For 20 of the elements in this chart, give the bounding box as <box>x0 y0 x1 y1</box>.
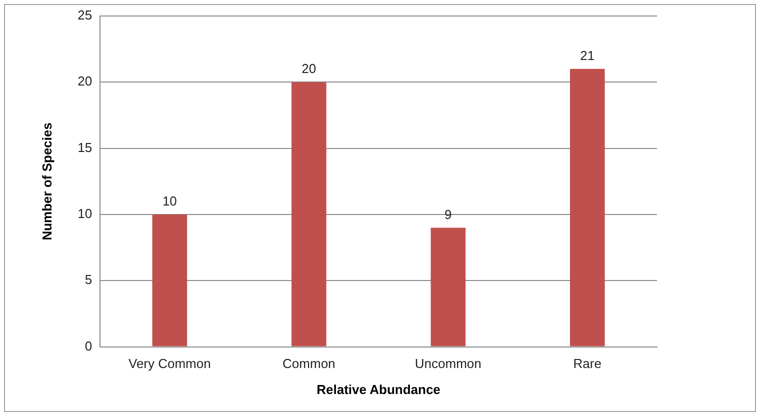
y-tick-label: 20 <box>78 74 92 89</box>
x-tick-label: Uncommon <box>414 356 482 372</box>
y-tick-label: 15 <box>78 140 92 155</box>
bar <box>430 228 466 346</box>
data-label: 10 <box>162 194 177 209</box>
bar <box>152 214 188 346</box>
x-axis-title: Relative Abundance <box>316 382 440 397</box>
bar <box>292 82 326 346</box>
y-tick-label: 5 <box>84 272 92 288</box>
x-tick-label: Very Common <box>128 356 211 372</box>
y-tick-label: 0 <box>84 338 92 354</box>
x-tick-label: Common <box>282 356 336 372</box>
x-tick-label: Rare <box>573 356 602 372</box>
data-label: 20 <box>302 61 316 76</box>
y-tick-label: 10 <box>78 206 92 222</box>
y-tick-label: 25 <box>78 8 92 23</box>
data-label: 9 <box>444 206 452 222</box>
bar <box>570 68 605 346</box>
y-axis-title: Number of Species <box>39 122 54 240</box>
data-label: 21 <box>580 48 595 64</box>
